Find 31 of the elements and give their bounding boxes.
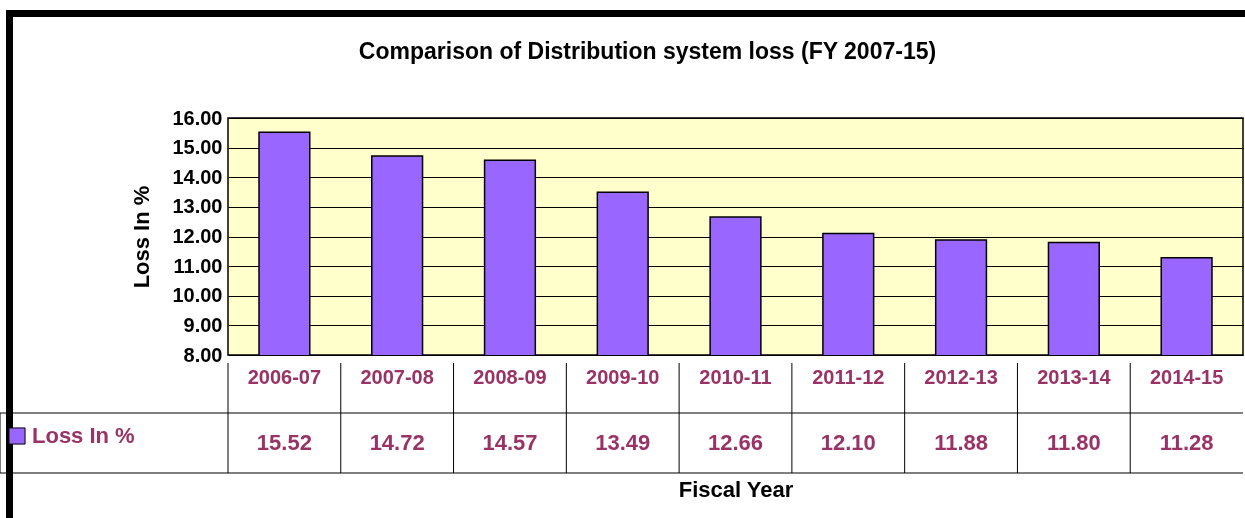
data-label: 15.52	[256, 430, 312, 455]
x-tick-label: 2008-09	[473, 365, 547, 388]
y-tick-label: 15.00	[172, 136, 223, 159]
data-label: 11.80	[1046, 430, 1101, 455]
x-tick-label: 2010-11	[699, 365, 772, 388]
y-axis-title: Loss In %	[129, 185, 155, 289]
data-label: 14.57	[482, 430, 538, 455]
y-tick-label: 9.00	[183, 313, 223, 336]
x-tick-label: 2006-07	[247, 365, 322, 388]
y-tick-label: 16.00	[172, 106, 223, 129]
data-label: 13.49	[595, 430, 651, 455]
y-tick-label: 12.00	[172, 225, 223, 247]
x-tick-label: 2009-10	[586, 365, 660, 388]
data-label: 14.72	[369, 430, 425, 455]
data-label: 11.28	[1159, 430, 1214, 455]
x-axis-title: Fiscal Year	[678, 476, 794, 502]
chart-title: Comparison of Distribution system loss (FY 2007-15)	[358, 38, 937, 64]
x-tick-label: 2012-13	[924, 365, 998, 388]
data-label: 12.66	[707, 430, 764, 455]
data-label: 11.88	[934, 430, 988, 455]
y-tick-label: 11.00	[173, 254, 223, 277]
y-tick-label: 8.00	[183, 343, 223, 366]
y-tick-label: 14.00	[172, 165, 223, 188]
x-tick-label: 2007-08	[360, 365, 434, 388]
x-tick-label: 2014-15	[1149, 365, 1224, 388]
y-tick-label: 13.00	[172, 195, 223, 218]
x-tick-label: 2013-14	[1037, 365, 1112, 388]
y-tick-label: 10.00	[172, 284, 223, 307]
legend-label: Loss In %	[32, 423, 135, 448]
data-label: 12.10	[820, 430, 876, 455]
x-tick-label: 2011-12	[812, 365, 885, 388]
